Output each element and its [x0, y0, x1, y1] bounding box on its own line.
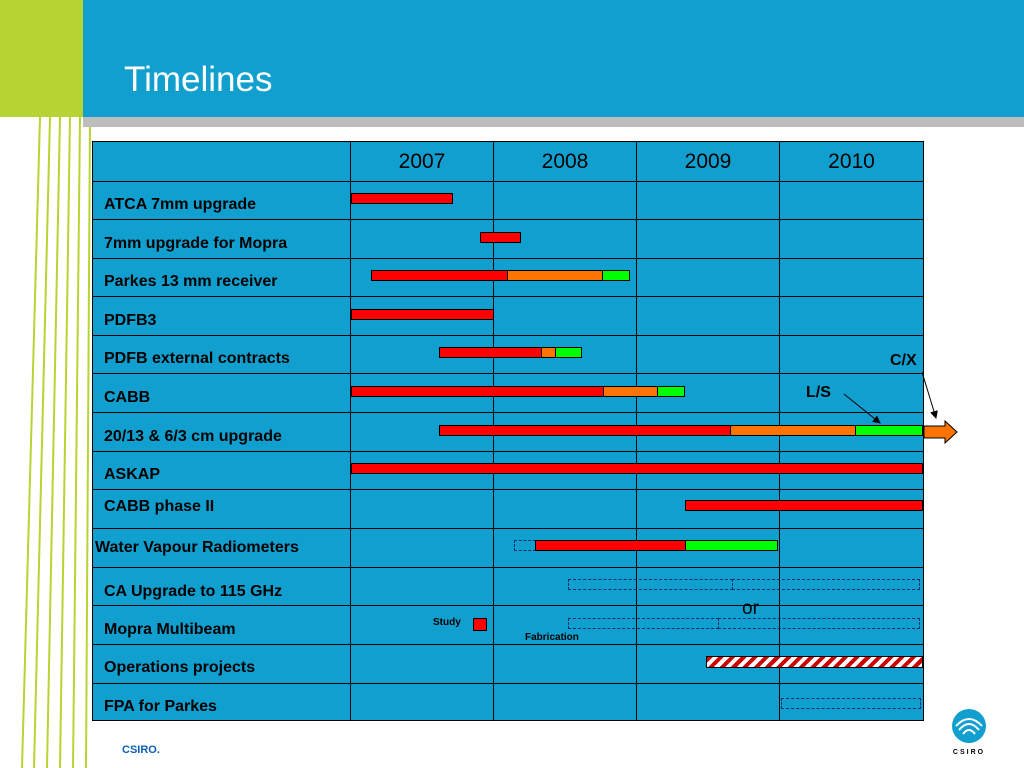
- timeline-bar: [555, 347, 582, 358]
- timeline-bar: [351, 193, 453, 204]
- annotation-fabrication: Fabrication: [525, 632, 579, 643]
- grid-line: [92, 181, 924, 182]
- timeline-bar-hatched: [706, 656, 923, 668]
- timeline-bar: [685, 540, 778, 551]
- project-label: ATCA 7mm upgrade: [104, 196, 257, 213]
- year-header-2009: 2009: [684, 150, 732, 173]
- timeline-bar-planned: [732, 579, 920, 590]
- arrow-right-icon: [923, 420, 958, 444]
- timeline-bar-planned: [718, 618, 920, 629]
- csiro-logo: CSIRO: [946, 708, 992, 756]
- timeline-bar: [602, 270, 630, 281]
- grid-line: [92, 644, 924, 645]
- project-label: Water Vapour Radiometers: [95, 539, 299, 556]
- project-label: 7mm upgrade for Mopra: [104, 235, 288, 252]
- timeline-bar: [480, 232, 521, 243]
- project-label: 20/13 & 6/3 cm upgrade: [104, 428, 282, 445]
- project-label: ASKAP: [104, 466, 161, 483]
- project-label: Parkes 13 mm receiver: [104, 273, 278, 290]
- grid-line: [92, 412, 924, 413]
- year-header-2007: 2007: [398, 150, 446, 173]
- csiro-logo-text: CSIRO: [952, 749, 986, 756]
- grid-line: [92, 335, 924, 336]
- year-header-2008: 2008: [541, 150, 589, 173]
- grid-line: [92, 296, 924, 297]
- decorative-lines: [21, 116, 91, 768]
- project-label: FPA for Parkes: [104, 698, 217, 715]
- grid-line: [92, 219, 924, 220]
- grid-line: [92, 373, 924, 374]
- annotation-cx: C/X: [890, 352, 917, 369]
- grid-line: [92, 451, 924, 452]
- grid-line: [92, 528, 924, 529]
- project-label: Mopra Multibeam: [104, 621, 236, 638]
- timeline-bar: [657, 386, 685, 397]
- annotation-or: or: [742, 598, 759, 619]
- header-band: [83, 0, 1024, 117]
- project-label: Operations projects: [104, 659, 256, 676]
- grid-line: [92, 567, 924, 568]
- footer-text: CSIRO.: [122, 744, 160, 756]
- study-marker: [473, 618, 487, 631]
- project-label: PDFB external contracts: [104, 350, 290, 367]
- project-label: CABB phase II: [104, 498, 215, 515]
- project-label: PDFB3: [104, 312, 157, 329]
- project-label: CABB: [104, 389, 151, 406]
- csiro-logo-icon: [952, 709, 986, 743]
- project-label: CA Upgrade to 115 GHz: [104, 583, 283, 600]
- grid-line: [92, 605, 924, 606]
- slide-title: Timelines: [124, 60, 273, 99]
- annotation-ls: L/S: [806, 384, 831, 401]
- grid-line: [92, 683, 924, 684]
- decorative-green-block: [0, 0, 83, 117]
- timeline-bar-planned: [781, 698, 921, 709]
- header-rule: [83, 117, 1024, 127]
- grid-line: [350, 141, 351, 721]
- timeline-bar: [855, 425, 923, 436]
- grid-line: [92, 258, 924, 259]
- timeline-bar: [351, 463, 923, 474]
- timeline-bar: [685, 500, 923, 511]
- timeline-bar: [351, 309, 494, 320]
- annotation-study: Study: [433, 617, 461, 628]
- year-header-2010: 2010: [828, 150, 875, 173]
- grid-line: [92, 489, 924, 490]
